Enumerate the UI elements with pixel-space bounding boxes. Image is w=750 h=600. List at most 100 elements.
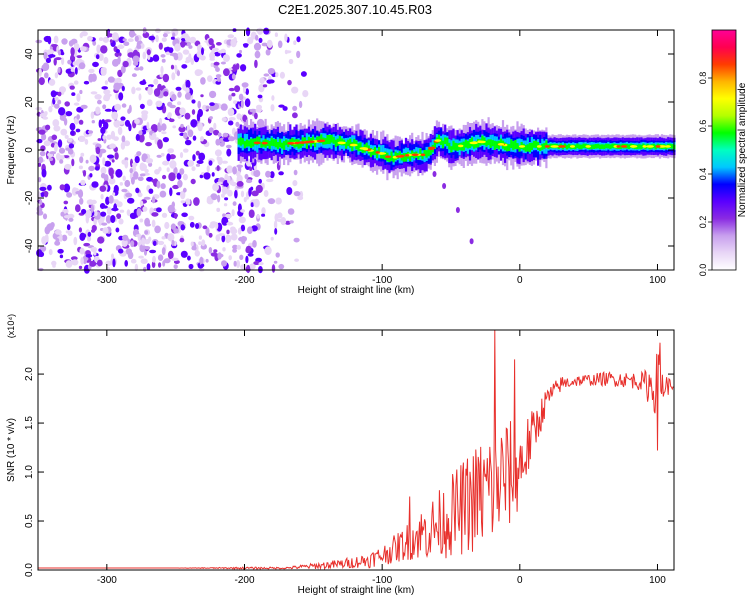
spectrogram-cell xyxy=(115,168,123,178)
spectrogram-cell xyxy=(48,157,54,162)
spectrogram-cell xyxy=(236,164,243,168)
signal-hotspot xyxy=(349,143,358,147)
spectrogram-cell xyxy=(88,68,95,74)
spectrogram-cell xyxy=(44,72,49,79)
signal-band-segment xyxy=(514,140,517,149)
spectrogram-cell xyxy=(292,112,298,119)
spectrogram-cell xyxy=(243,43,249,48)
spectrogram-cell xyxy=(94,166,100,171)
spectrogram-cell xyxy=(98,37,104,41)
spectrogram-cell xyxy=(245,255,249,264)
signal-band-segment xyxy=(638,144,641,149)
signal-band-segment xyxy=(256,136,259,146)
spectrogram-cell xyxy=(130,258,137,264)
spectrogram-cell xyxy=(210,193,218,201)
spectrogram-cell xyxy=(220,61,226,65)
spectrogram-cell xyxy=(230,226,236,231)
signal-band-segment xyxy=(239,137,242,146)
spectrogram-cell xyxy=(80,31,88,37)
signal-band-segment xyxy=(485,140,488,147)
spectrogram-cell xyxy=(92,40,97,46)
spectrogram-cell xyxy=(161,37,167,42)
spectrogram-cell xyxy=(236,53,242,58)
spectrogram-cell xyxy=(103,89,111,95)
signal-band-segment xyxy=(276,142,279,150)
spectrogram-cell xyxy=(117,44,125,50)
signal-hotspot xyxy=(620,145,628,148)
spectrogram-cell xyxy=(162,73,170,83)
snr-background xyxy=(38,330,674,570)
signal-band-segment xyxy=(489,139,492,148)
signal-band-segment xyxy=(568,143,571,149)
spectrogram-cell xyxy=(106,206,112,215)
colorbar-frame xyxy=(711,29,737,271)
spectrogram-cell xyxy=(67,137,73,143)
spectrogram-cell xyxy=(76,93,81,102)
spectrogram-cell xyxy=(200,136,204,142)
signal-hotspot xyxy=(469,141,478,145)
spectrogram-cell xyxy=(83,242,91,247)
spectrogram-cell xyxy=(200,77,206,85)
spectrogram-cell xyxy=(160,65,164,75)
spectrogram-cell xyxy=(134,118,140,125)
spectrogram-cell xyxy=(208,247,213,254)
spectrogram-cell xyxy=(259,77,265,84)
spectrogram-cell xyxy=(216,165,220,172)
spectrogram-cell xyxy=(293,40,297,45)
spectrogram-cell xyxy=(51,260,57,266)
signal-hotspot xyxy=(497,143,505,146)
signal-band-segment xyxy=(607,143,610,149)
spectrogram-cell xyxy=(207,75,213,82)
spectrogram-cell xyxy=(157,122,161,131)
signal-hotspot xyxy=(253,141,261,145)
spectrogram-cell xyxy=(53,123,59,127)
spectrogram-cell xyxy=(263,27,270,35)
spectrogram-cell xyxy=(246,264,251,274)
spectrogram-cell xyxy=(158,166,162,172)
spectrogram-cell xyxy=(208,127,214,134)
spectrogram-cell xyxy=(165,51,171,56)
spectrogram-cell xyxy=(203,172,211,180)
signal-band-segment xyxy=(365,142,368,152)
signal-band-segment xyxy=(654,144,657,150)
spectrogram-cell xyxy=(288,58,294,65)
spectrogram-cell xyxy=(170,36,175,40)
spectrogram-cell xyxy=(99,185,107,192)
spectrogram-cell xyxy=(78,62,86,70)
spectrogram-cell xyxy=(199,256,204,266)
spectrogram-cell xyxy=(215,234,221,242)
signal-band-segment xyxy=(609,144,612,149)
spectrogram-cell xyxy=(279,71,285,79)
spectrogram-cell xyxy=(254,50,261,59)
spectrogram-cell xyxy=(210,62,214,67)
spectrogram-cell xyxy=(206,165,210,173)
spectrogram-cell xyxy=(300,71,307,77)
spectrogram-cell xyxy=(61,115,66,122)
spectrogram-cell xyxy=(289,220,294,224)
signal-band-segment xyxy=(241,138,244,145)
spectrogram-cell xyxy=(70,47,75,56)
signal-band-segment xyxy=(326,135,329,145)
spectrogram-cell xyxy=(38,68,42,77)
spectrogram-cell xyxy=(223,203,228,207)
spectrogram-cell xyxy=(150,124,158,133)
spectrogram-cell xyxy=(108,195,114,204)
spectrogram-cell xyxy=(228,117,236,121)
spectrogram-cell xyxy=(129,32,137,37)
tail-feature-point xyxy=(432,171,437,177)
spectrogram-cell xyxy=(57,155,65,160)
spectrogram-cell xyxy=(110,174,114,179)
spectrogram-cell xyxy=(175,86,182,91)
colorbar-tick-label: 0.4 xyxy=(698,168,708,181)
spectrogram-cell xyxy=(36,210,44,216)
spectrogram-cell xyxy=(114,152,119,160)
spectrogram-cell xyxy=(128,104,132,113)
snr-series-line xyxy=(38,330,674,570)
chart-title: C2E1.2025.307.10.45.R03 xyxy=(278,2,432,17)
spectrogram-cell xyxy=(302,90,309,98)
signal-band-segment xyxy=(376,150,379,159)
spectrogram-cell xyxy=(240,190,245,198)
spectrogram-cell xyxy=(173,54,179,61)
spectrogram-cell xyxy=(192,135,197,141)
signal-band-segment xyxy=(493,140,496,150)
